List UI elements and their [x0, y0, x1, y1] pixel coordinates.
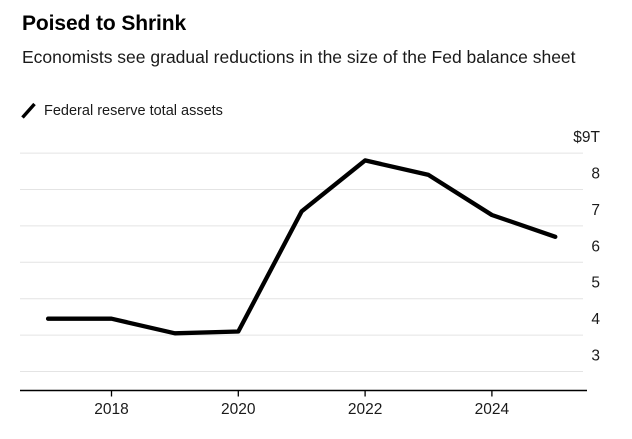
- chart-title: Poised to Shrink: [22, 12, 187, 35]
- x-tick-label: 2018: [94, 401, 128, 418]
- x-tick-label: 2024: [475, 401, 510, 418]
- y-tick-label: 3: [591, 348, 600, 365]
- y-tick-label: 6: [591, 238, 600, 255]
- x-tick-label: 2022: [348, 401, 382, 418]
- legend-label: Federal reserve total assets: [44, 103, 223, 119]
- x-tick-label: 2020: [221, 401, 256, 418]
- y-tick-label: $9T: [573, 129, 600, 146]
- y-tick-label: 5: [591, 275, 600, 292]
- series-line: [45, 158, 558, 336]
- line-series-icon: [21, 102, 36, 119]
- line-series-icon-stroke: [21, 102, 36, 119]
- y-tick-label: 7: [591, 202, 600, 219]
- legend: Federal reserve total assets: [21, 102, 223, 120]
- y-tick-label: 8: [591, 166, 600, 183]
- chart-subtitle: Economists see gradual reductions in the…: [22, 47, 576, 67]
- y-tick-label: 4: [591, 311, 600, 328]
